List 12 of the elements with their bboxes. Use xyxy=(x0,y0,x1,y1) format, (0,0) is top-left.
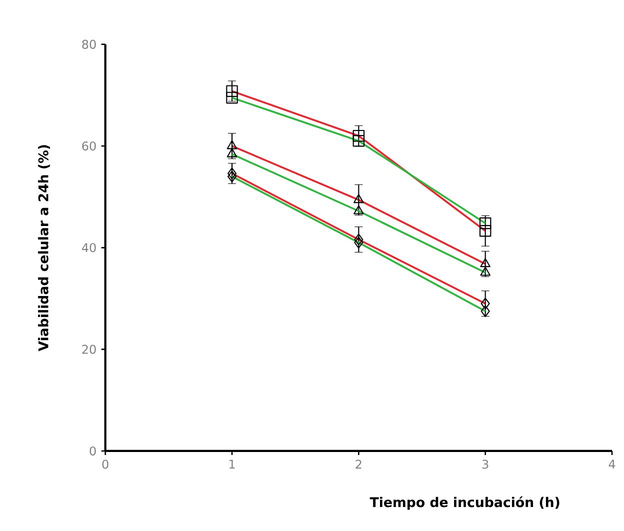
y-axis-title: Viabilidad celular a 24h (%) xyxy=(38,145,50,352)
y-tick-label: 0 xyxy=(90,446,96,456)
x-tick-label: 1 xyxy=(230,460,235,468)
y-tick-label: 20 xyxy=(82,344,96,354)
x-tick-label: 4 xyxy=(608,460,616,468)
y-tick-label: 40 xyxy=(82,243,96,252)
y-tick-label: 60 xyxy=(82,141,96,151)
x-tick-label: 2 xyxy=(356,460,362,469)
x-tick-label: 3 xyxy=(482,460,488,469)
y-tick-label: 80 xyxy=(82,40,96,49)
x-tick-label: 0 xyxy=(102,460,108,469)
x-axis-title: Tiempo de incubación (h) xyxy=(370,496,560,510)
